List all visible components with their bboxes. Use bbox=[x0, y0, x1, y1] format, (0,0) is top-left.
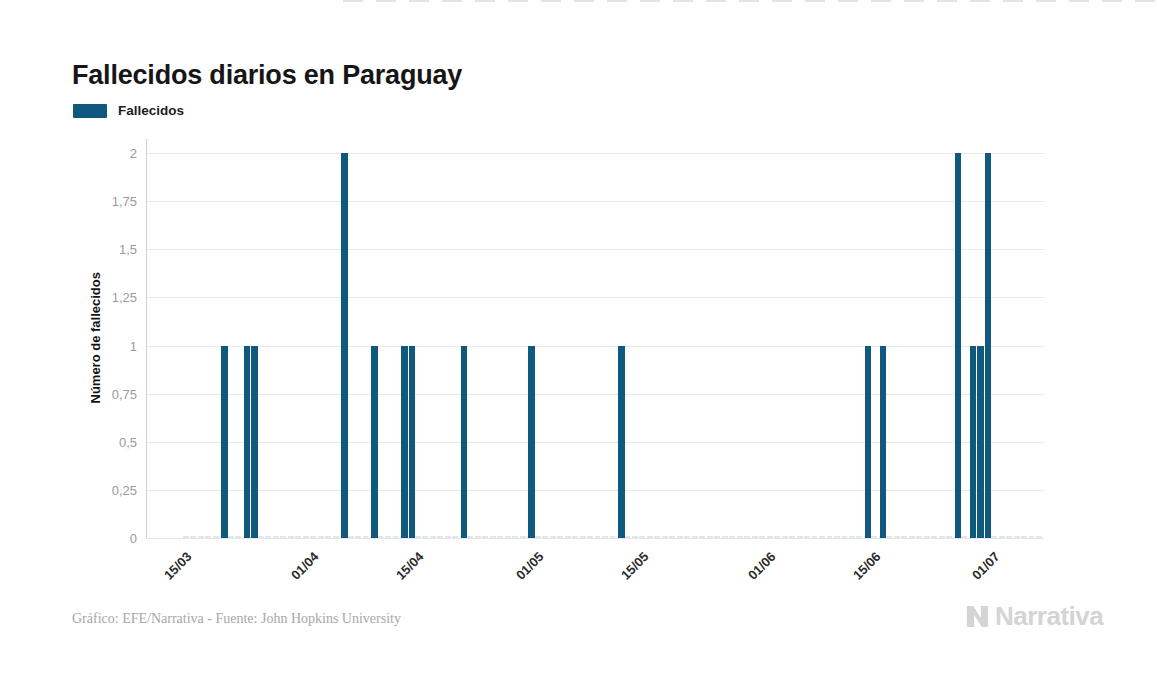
bar[interactable] bbox=[221, 346, 227, 539]
bar[interactable] bbox=[955, 153, 961, 538]
y-tick-label: 0,5 bbox=[77, 435, 137, 450]
y-gridline bbox=[146, 249, 1044, 250]
y-tick-label: 2 bbox=[77, 146, 137, 161]
zero-value-dashes bbox=[183, 536, 1044, 538]
y-tick-label: 1 bbox=[77, 339, 137, 354]
y-gridline bbox=[146, 394, 1044, 395]
y-tick-label: 1,75 bbox=[77, 194, 137, 209]
y-tick-label: 0,75 bbox=[77, 387, 137, 402]
y-gridline bbox=[146, 153, 1044, 154]
y-gridline bbox=[146, 442, 1044, 443]
x-tick-label: 15/04 bbox=[393, 549, 427, 583]
x-tick-label: 15/05 bbox=[618, 549, 652, 583]
y-gridline bbox=[146, 490, 1044, 491]
bar[interactable] bbox=[618, 346, 624, 539]
y-tick-label: 1,25 bbox=[77, 290, 137, 305]
y-axis-line bbox=[146, 139, 147, 539]
bar[interactable] bbox=[865, 346, 871, 539]
y-tick-label: 0 bbox=[77, 531, 137, 546]
x-tick-label: 01/04 bbox=[288, 549, 322, 583]
bar[interactable] bbox=[244, 346, 250, 539]
bar-chart: Número de fallecidos 00,250,50,7511,251,… bbox=[0, 0, 1157, 674]
narrativa-n-icon bbox=[964, 603, 991, 630]
x-tick-label: 01/06 bbox=[745, 549, 779, 583]
bar[interactable] bbox=[528, 346, 534, 539]
bar[interactable] bbox=[371, 346, 377, 539]
narrativa-wordmark: Narrativa bbox=[995, 601, 1103, 632]
bar[interactable] bbox=[880, 346, 886, 539]
y-gridline bbox=[146, 297, 1044, 298]
y-gridline bbox=[146, 346, 1044, 347]
bar[interactable] bbox=[401, 346, 407, 539]
x-tick-label: 01/05 bbox=[513, 549, 547, 583]
bar[interactable] bbox=[251, 346, 257, 539]
chart-source-credit: Gráfico: EFE/Narrativa - Fuente: John Ho… bbox=[72, 611, 401, 627]
x-tick-label: 15/06 bbox=[850, 549, 884, 583]
x-tick-label: 01/07 bbox=[969, 549, 1003, 583]
y-tick-label: 1,5 bbox=[77, 242, 137, 257]
narrativa-logo: Narrativa bbox=[964, 601, 1103, 632]
bar[interactable] bbox=[409, 346, 415, 539]
y-gridline bbox=[146, 201, 1044, 202]
bar[interactable] bbox=[461, 346, 467, 539]
bar[interactable] bbox=[977, 346, 983, 539]
bar[interactable] bbox=[970, 346, 976, 539]
y-tick-label: 0,25 bbox=[77, 483, 137, 498]
x-tick-label: 15/03 bbox=[161, 549, 195, 583]
x-axis-line bbox=[146, 538, 1044, 539]
bar[interactable] bbox=[985, 153, 991, 538]
bar[interactable] bbox=[341, 153, 347, 538]
